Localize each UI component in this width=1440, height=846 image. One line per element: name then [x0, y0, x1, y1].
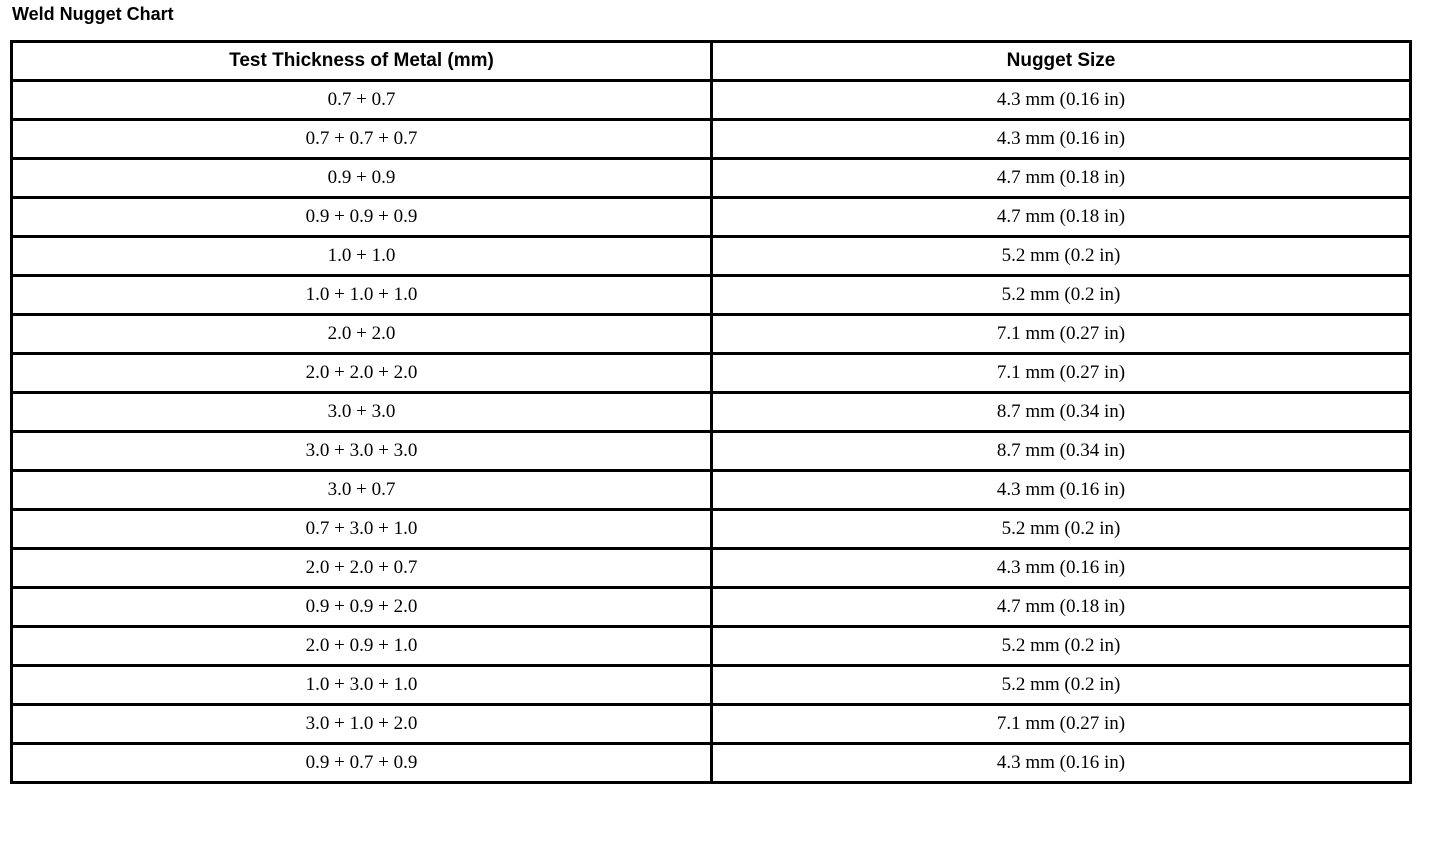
- table-row: 1.0 + 1.0 + 1.0 5.2 mm (0.2 in): [10, 274, 1412, 316]
- thickness-cell: 1.0 + 3.0 + 1.0: [10, 664, 713, 706]
- thickness-cell: 2.0 + 2.0: [10, 313, 713, 355]
- nugget-size-cell: 4.3 mm (0.16 in): [710, 118, 1412, 160]
- thickness-cell: 0.9 + 0.9 + 2.0: [10, 586, 713, 628]
- thickness-cell: 0.9 + 0.7 + 0.9: [10, 742, 713, 784]
- thickness-cell: 0.7 + 0.7 + 0.7: [10, 118, 713, 160]
- thickness-cell: 2.0 + 2.0 + 0.7: [10, 547, 713, 589]
- table-row: 1.0 + 1.0 5.2 mm (0.2 in): [10, 235, 1412, 277]
- header-nugget-size: Nugget Size: [710, 40, 1412, 82]
- table-row: 0.7 + 0.7 4.3 mm (0.16 in): [10, 79, 1412, 121]
- nugget-size-cell: 7.1 mm (0.27 in): [710, 313, 1412, 355]
- nugget-size-cell: 5.2 mm (0.2 in): [710, 664, 1412, 706]
- thickness-cell: 3.0 + 0.7: [10, 469, 713, 511]
- thickness-cell: 0.9 + 0.9: [10, 157, 713, 199]
- thickness-cell: 2.0 + 2.0 + 2.0: [10, 352, 713, 394]
- nugget-size-cell: 5.2 mm (0.2 in): [710, 625, 1412, 667]
- table-row: 2.0 + 2.0 + 2.0 7.1 mm (0.27 in): [10, 352, 1412, 394]
- page-title: Weld Nugget Chart: [12, 4, 174, 24]
- table-row: 3.0 + 3.0 8.7 mm (0.34 in): [10, 391, 1412, 433]
- weld-nugget-table: Test Thickness of Metal (mm) Nugget Size…: [10, 40, 1412, 784]
- table-row: 3.0 + 0.7 4.3 mm (0.16 in): [10, 469, 1412, 511]
- thickness-cell: 2.0 + 0.9 + 1.0: [10, 625, 713, 667]
- table-row: 0.9 + 0.7 + 0.9 4.3 mm (0.16 in): [10, 742, 1412, 784]
- table-row: 2.0 + 2.0 + 0.7 4.3 mm (0.16 in): [10, 547, 1412, 589]
- nugget-size-cell: 4.3 mm (0.16 in): [710, 79, 1412, 121]
- thickness-cell: 3.0 + 3.0 + 3.0: [10, 430, 713, 472]
- nugget-size-cell: 4.3 mm (0.16 in): [710, 469, 1412, 511]
- nugget-size-cell: 4.7 mm (0.18 in): [710, 196, 1412, 238]
- table-header-row: Test Thickness of Metal (mm) Nugget Size: [10, 40, 1412, 82]
- nugget-size-cell: 7.1 mm (0.27 in): [710, 703, 1412, 745]
- table-row: 1.0 + 3.0 + 1.0 5.2 mm (0.2 in): [10, 664, 1412, 706]
- table-row: 3.0 + 3.0 + 3.0 8.7 mm (0.34 in): [10, 430, 1412, 472]
- thickness-cell: 1.0 + 1.0 + 1.0: [10, 274, 713, 316]
- nugget-size-cell: 5.2 mm (0.2 in): [710, 508, 1412, 550]
- nugget-size-cell: 4.7 mm (0.18 in): [710, 157, 1412, 199]
- nugget-size-cell: 4.3 mm (0.16 in): [710, 547, 1412, 589]
- table-row: 0.9 + 0.9 4.7 mm (0.18 in): [10, 157, 1412, 199]
- nugget-size-cell: 4.7 mm (0.18 in): [710, 586, 1412, 628]
- thickness-cell: 0.7 + 3.0 + 1.0: [10, 508, 713, 550]
- nugget-size-cell: 5.2 mm (0.2 in): [710, 274, 1412, 316]
- nugget-size-cell: 7.1 mm (0.27 in): [710, 352, 1412, 394]
- table-row: 0.7 + 0.7 + 0.7 4.3 mm (0.16 in): [10, 118, 1412, 160]
- table-row: 0.7 + 3.0 + 1.0 5.2 mm (0.2 in): [10, 508, 1412, 550]
- table-row: 2.0 + 0.9 + 1.0 5.2 mm (0.2 in): [10, 625, 1412, 667]
- table-row: 2.0 + 2.0 7.1 mm (0.27 in): [10, 313, 1412, 355]
- thickness-cell: 0.9 + 0.9 + 0.9: [10, 196, 713, 238]
- header-thickness: Test Thickness of Metal (mm): [10, 40, 713, 82]
- table-row: 3.0 + 1.0 + 2.0 7.1 mm (0.27 in): [10, 703, 1412, 745]
- thickness-cell: 1.0 + 1.0: [10, 235, 713, 277]
- thickness-cell: 3.0 + 1.0 + 2.0: [10, 703, 713, 745]
- nugget-size-cell: 4.3 mm (0.16 in): [710, 742, 1412, 784]
- thickness-cell: 0.7 + 0.7: [10, 79, 713, 121]
- nugget-size-cell: 8.7 mm (0.34 in): [710, 430, 1412, 472]
- table-row: 0.9 + 0.9 + 2.0 4.7 mm (0.18 in): [10, 586, 1412, 628]
- table-row: 0.9 + 0.9 + 0.9 4.7 mm (0.18 in): [10, 196, 1412, 238]
- nugget-size-cell: 5.2 mm (0.2 in): [710, 235, 1412, 277]
- nugget-size-cell: 8.7 mm (0.34 in): [710, 391, 1412, 433]
- thickness-cell: 3.0 + 3.0: [10, 391, 713, 433]
